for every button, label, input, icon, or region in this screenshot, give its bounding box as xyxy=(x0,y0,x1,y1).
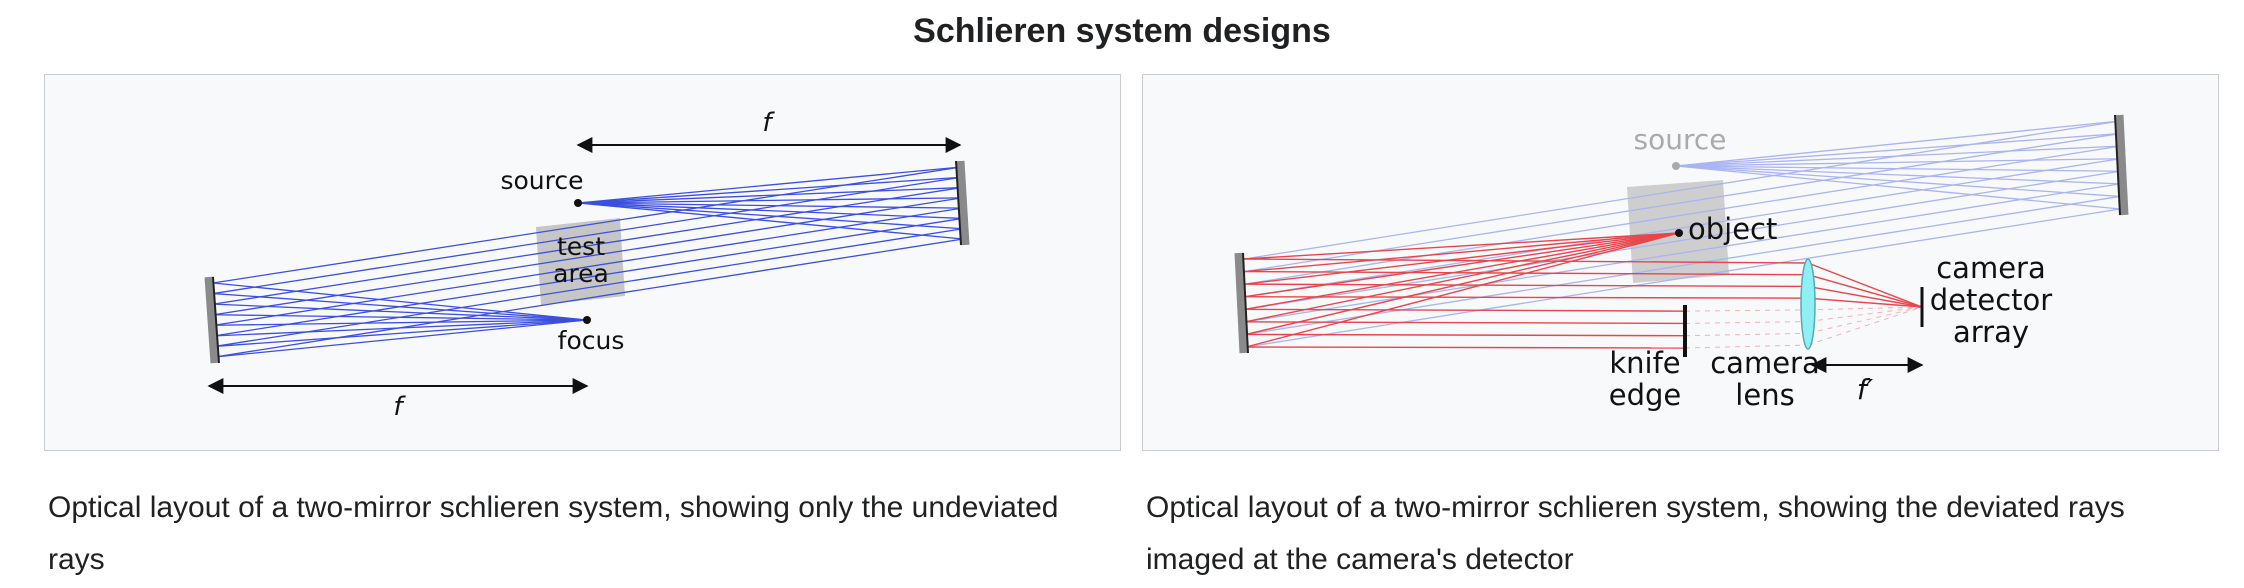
ray xyxy=(1684,321,1809,324)
ray xyxy=(1245,208,2121,348)
ray xyxy=(577,186,962,204)
ray xyxy=(1807,306,1923,346)
focal-length-prime-label: f′ xyxy=(1857,373,1874,406)
ray xyxy=(1243,258,1809,264)
ray xyxy=(1245,195,2121,336)
focus-label: focus xyxy=(558,326,625,355)
ray xyxy=(1684,344,1809,349)
ray xyxy=(1245,232,1680,336)
focal-length-bottom-label: f xyxy=(393,392,406,422)
ray xyxy=(577,202,964,240)
camera-lens-label-line1: camera xyxy=(1710,346,1820,380)
left-caption: Optical layout of a two-mirror schlieren… xyxy=(48,491,1059,576)
ray xyxy=(1675,158,2121,167)
focal-length-top-label: f xyxy=(762,108,775,138)
ray xyxy=(1245,232,1680,348)
camera-lens xyxy=(1800,258,1816,350)
right-caption: Optical layout of a two-mirror schlieren… xyxy=(1146,491,2125,576)
left-mirror xyxy=(204,276,220,364)
ray xyxy=(577,166,962,204)
source-label: source xyxy=(1634,123,1727,156)
ray xyxy=(214,319,588,326)
ray xyxy=(214,238,964,358)
ray xyxy=(1675,145,2121,167)
ray xyxy=(577,176,962,204)
ray xyxy=(1244,232,1680,298)
undeviated-rays xyxy=(212,166,964,358)
ray xyxy=(214,319,588,348)
ray xyxy=(1675,165,2121,185)
left-mirror xyxy=(1234,252,1249,354)
ray xyxy=(577,202,963,230)
focus-point xyxy=(583,316,591,324)
page-title: Schlieren system designs xyxy=(913,12,1331,50)
ray xyxy=(1245,308,1686,312)
ray xyxy=(1675,132,2121,167)
source-label: source xyxy=(500,166,583,195)
test-area-label-line1: test xyxy=(557,232,605,261)
camera-lens-label-line2: lens xyxy=(1735,378,1794,412)
ray xyxy=(1245,232,1680,310)
camera-detector-label-line3: array xyxy=(1953,315,2029,349)
source-point xyxy=(574,199,582,207)
ray xyxy=(1807,306,1923,323)
right-diagram-panel: source object camera detector array knif… xyxy=(1142,74,2219,451)
ray xyxy=(1684,332,1809,337)
camera-detector-label-line1: camera xyxy=(1936,251,2046,285)
ray xyxy=(1675,165,2121,198)
undeviated-faint-rays xyxy=(1243,120,2121,348)
ray xyxy=(1684,309,1809,312)
knife-edge-label-line1: knife xyxy=(1609,346,1680,380)
ray xyxy=(214,228,963,348)
ray xyxy=(1244,283,1809,288)
ray xyxy=(1244,132,2121,273)
ray xyxy=(1807,274,1923,308)
ray xyxy=(1244,232,1680,285)
ray xyxy=(1807,297,1923,308)
left-diagram-panel: f source test area focus f xyxy=(44,74,1121,451)
ray xyxy=(1245,346,1686,349)
ray xyxy=(577,197,962,204)
ray xyxy=(577,202,963,220)
ray xyxy=(1675,165,2121,210)
camera-detector-label-line2: detector xyxy=(1930,283,2053,317)
right-mirror xyxy=(955,160,970,246)
ray xyxy=(577,202,963,209)
ray xyxy=(1244,232,1680,273)
ray xyxy=(1807,285,1923,308)
ray xyxy=(213,303,588,321)
ray xyxy=(212,166,962,284)
ray xyxy=(1807,306,1923,334)
ray xyxy=(1245,232,1680,323)
ray xyxy=(1244,158,2121,298)
right-mirror xyxy=(2114,114,2129,216)
ray xyxy=(1245,333,1686,337)
knife-edge-label-line2: edge xyxy=(1609,378,1682,412)
ray xyxy=(214,217,963,337)
ray xyxy=(1807,306,1923,311)
test-area-label-line2: area xyxy=(553,259,609,288)
object-label: object xyxy=(1688,212,1777,246)
deviated-rays xyxy=(1243,232,1923,349)
object-point xyxy=(1675,229,1683,237)
left-diagram: f source test area focus f xyxy=(204,108,970,422)
ray xyxy=(212,282,588,321)
ray xyxy=(214,319,588,358)
ray xyxy=(1245,183,2121,323)
ray xyxy=(1675,120,2121,167)
ray xyxy=(1245,321,1686,325)
right-diagram: source object camera detector array knif… xyxy=(1234,114,2129,412)
source-point xyxy=(1672,162,1680,170)
ray xyxy=(1675,165,2121,172)
ray xyxy=(1243,232,1680,260)
ray xyxy=(213,197,962,316)
ray xyxy=(1807,262,1923,308)
ray xyxy=(1244,296,1809,299)
ray xyxy=(213,176,962,295)
